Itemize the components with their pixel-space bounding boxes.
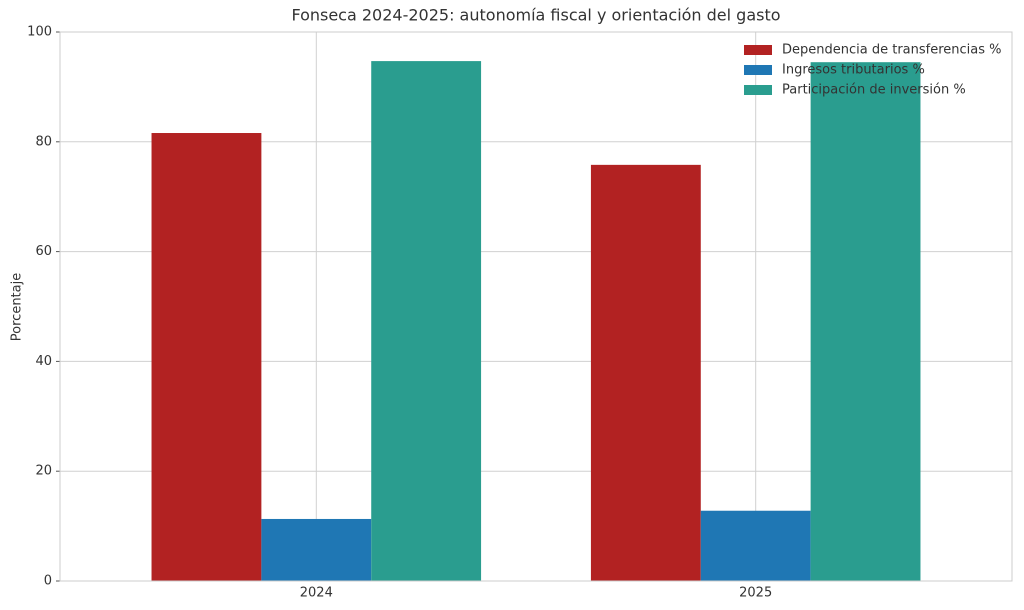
bar	[700, 510, 811, 581]
legend-label: Ingresos tributarios %	[782, 63, 925, 78]
bar	[371, 61, 482, 582]
legend-swatch	[744, 65, 772, 75]
x-tick-label: 2025	[739, 586, 772, 601]
bar	[810, 62, 921, 581]
legend-label: Participación de inversión %	[782, 83, 966, 98]
bar	[590, 164, 701, 581]
y-tick-label: 60	[35, 244, 52, 259]
y-tick-label: 100	[27, 25, 52, 40]
y-tick-label: 40	[35, 354, 52, 369]
y-tick-label: 20	[35, 464, 52, 479]
chart-title: Fonseca 2024-2025: autonomía fiscal y or…	[291, 6, 780, 25]
y-tick-label: 0	[44, 574, 52, 589]
bar	[261, 518, 372, 581]
plot-frame	[59, 31, 1013, 582]
x-tick-label: 2024	[300, 586, 333, 601]
legend-swatch	[744, 85, 772, 95]
bar	[151, 133, 262, 582]
y-tick-label: 80	[35, 134, 52, 149]
y-axis-label: Porcentaje	[10, 273, 25, 341]
legend-label: Dependencia de transferencias %	[782, 43, 1002, 58]
legend-swatch	[744, 45, 772, 55]
